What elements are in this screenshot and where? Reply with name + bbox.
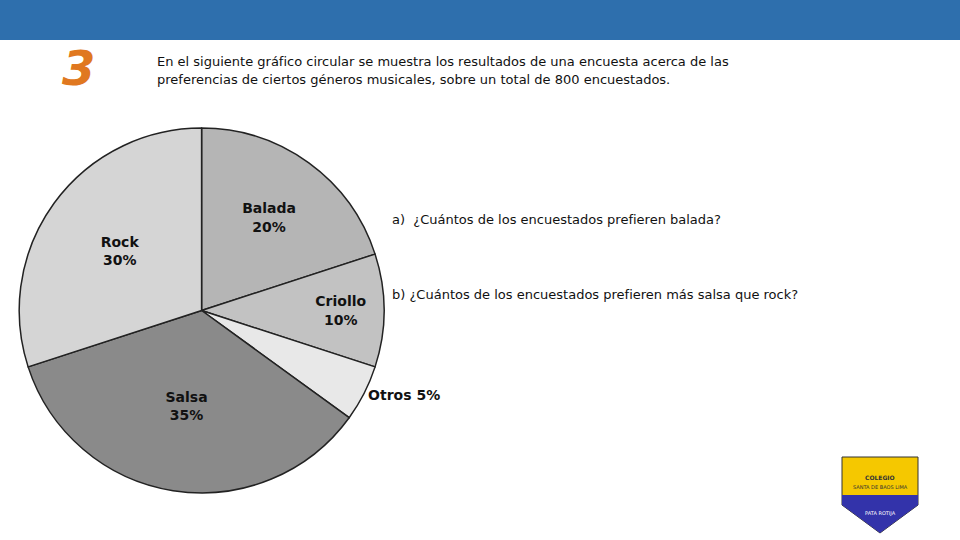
svg-text:Salsa35%: Salsa35% <box>165 389 207 423</box>
svg-text:Criollo10%: Criollo10% <box>315 293 366 327</box>
svg-text:preferencias de ciertos género: preferencias de ciertos géneros musicale… <box>157 72 670 87</box>
svg-text:PATA ROTIJA: PATA ROTIJA <box>865 510 896 516</box>
svg-text:Balada20%: Balada20% <box>242 200 296 234</box>
svg-text:a) ¿Cuántos de los encuestado: a) ¿Cuántos de los encuestados prefieren… <box>392 212 721 227</box>
svg-text:SANTA DE BAOS LIMA: SANTA DE BAOS LIMA <box>853 484 908 490</box>
svg-text:Otros 5%: Otros 5% <box>368 387 440 403</box>
svg-text:Rock30%: Rock30% <box>101 234 140 268</box>
svg-text:3: 3 <box>62 40 95 96</box>
svg-text:En el siguiente gráfico circul: En el siguiente gráfico circular se mues… <box>157 54 729 69</box>
svg-text:b) ¿Cuántos de los encuestados: b) ¿Cuántos de los encuestados prefieren… <box>392 287 798 302</box>
svg-text:COLEGIO: COLEGIO <box>865 474 895 481</box>
